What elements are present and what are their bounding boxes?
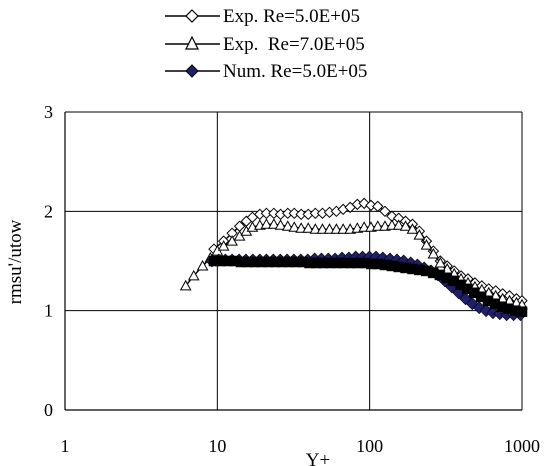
series-4 (208, 255, 528, 317)
data-point (260, 218, 273, 229)
data-point (379, 205, 391, 218)
data-point (413, 229, 426, 240)
legend-label-2: Exp. Re=7.0E+05 (223, 34, 365, 55)
y-tick-label: 1 (44, 301, 53, 321)
data-point (392, 219, 405, 230)
legend-marker-diamond-open (185, 9, 199, 23)
data-point (268, 218, 280, 229)
x-tick-label: 1 (61, 436, 70, 456)
data-point (434, 256, 447, 268)
x-tick-label: 10 (208, 436, 226, 456)
data-point (516, 306, 528, 317)
data-point (302, 222, 315, 233)
data-point (288, 221, 301, 232)
data-point (295, 222, 308, 233)
data-point (365, 199, 377, 212)
data-point (371, 220, 384, 231)
x-tick-label: 100 (356, 436, 383, 456)
data-point (420, 239, 433, 250)
data-point (274, 219, 287, 230)
data-point (309, 223, 322, 234)
data-point (187, 269, 200, 281)
data-point (281, 220, 294, 231)
data-point (406, 223, 419, 234)
data-point (358, 221, 371, 232)
legend-marker-diamond-filled (185, 64, 199, 78)
y-axis-label: rmsu'/utow (5, 219, 26, 304)
legend-label-3: Num. Re=5.0E+05 (223, 61, 367, 82)
data-point (196, 259, 209, 271)
data-point (399, 220, 412, 231)
legend: Exp. Re=5.0E+05 Exp. Re=7.0E+05 Num. Re=… (165, 6, 367, 82)
data-point (337, 223, 350, 234)
legend-entry-1: Exp. Re=5.0E+05 (165, 6, 360, 27)
legend-entry-3: Num. Re=5.0E+05 (165, 61, 367, 82)
x-tick-label: 1000 (504, 436, 540, 456)
data-point (288, 207, 300, 220)
legend-marker-triangle-open (185, 35, 199, 50)
y-tick-label: 0 (44, 400, 53, 420)
legend-label-1: Exp. Re=5.0E+05 (223, 6, 360, 27)
legend-entry-2: Exp. Re=7.0E+05 (165, 34, 365, 55)
data-point (217, 240, 230, 251)
axes (64, 112, 522, 411)
data-point (316, 223, 329, 234)
series-layer (179, 197, 528, 322)
data-point (179, 279, 192, 291)
data-point (372, 200, 384, 213)
y-tick-label: 3 (44, 102, 53, 122)
data-point (323, 223, 336, 234)
x-axis-label: Y+ (306, 450, 330, 466)
y-tick-label: 2 (44, 201, 53, 221)
data-point (427, 248, 440, 259)
